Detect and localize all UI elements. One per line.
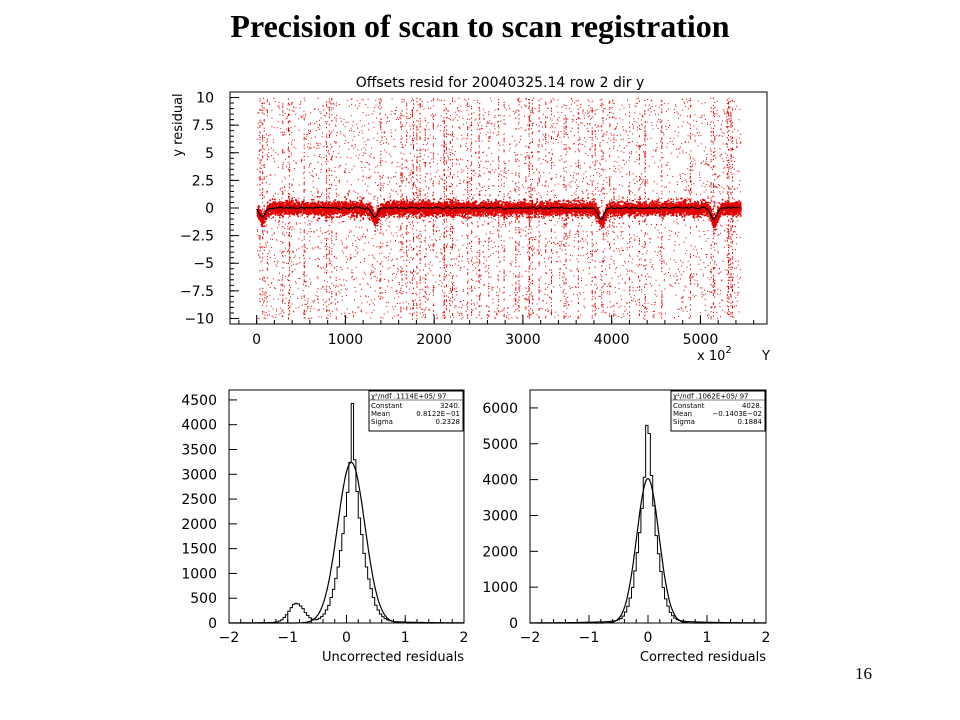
uncorrected-y-tick-label: 4000 [181, 418, 217, 434]
page-number: 16 [855, 664, 872, 683]
scatter-y-tick-label: −5 [193, 256, 214, 272]
uncorrected-x-axis: −2 −1 0 1 2 [219, 615, 469, 646]
slide-title: Precision of scan to scan registration [230, 8, 730, 44]
scatter-profile-line [256, 205, 740, 221]
uncorrected-stats-value: 3240. [440, 402, 460, 410]
scatter-chart-title: Offsets resid for 20040325.14 row 2 dir … [356, 75, 645, 91]
scatter-x-tick-label: 2000 [416, 332, 452, 348]
corrected-histogram: −2 −1 0 1 2 0 1000 2000 3000 4000 5000 6000 Correc… [482, 389, 771, 665]
corrected-stats-value: 4028. [742, 402, 762, 410]
scatter-x-tick-label: 5000 [683, 332, 719, 348]
scatter-x-tick-label: 1000 [328, 332, 364, 348]
scatter-y-axis-label: y residual [171, 93, 186, 156]
uncorrected-stats-value: 0.8122E−01 [416, 410, 460, 418]
scatter-y-tick-label: 5 [205, 146, 214, 162]
uncorrected-y-tick-label: 2500 [181, 492, 217, 508]
scatter-y-tick-label: −7.5 [180, 284, 214, 300]
scatter-x-axis-label: Y [761, 349, 770, 364]
uncorrected-stats-value: 0.2328 [436, 418, 461, 426]
corrected-y-tick-label: 3000 [482, 508, 518, 524]
scatter-y-axis: 10 7.5 5 2.5 0 −2.5 −5 −7.5 −10 [180, 91, 239, 327]
scatter-points [256, 97, 742, 320]
uncorrected-x-tick-label: −1 [277, 630, 298, 646]
uncorrected-y-tick-label: 1000 [181, 566, 217, 582]
uncorrected-stats-chi2: χ²/ndf .1114E+05/ 97 [371, 393, 447, 401]
corrected-y-tick-label: 1000 [482, 580, 518, 596]
corrected-x-tick-label: −1 [579, 630, 600, 646]
scatter-x-tick-label: 4000 [594, 332, 630, 348]
corrected-y-tick-label: 6000 [482, 401, 518, 417]
corrected-x-tick-label: 0 [644, 630, 653, 646]
corrected-x-axis: −2 −1 0 1 2 [520, 615, 771, 646]
uncorrected-x-tick-label: −2 [219, 630, 240, 646]
scatter-point-cloud [256, 97, 742, 320]
uncorrected-y-tick-label: 1500 [181, 542, 217, 558]
uncorrected-gaussian-fit-curve [229, 461, 464, 624]
corrected-stats-value: 0.1884 [738, 418, 763, 426]
uncorrected-y-tick-label: 500 [190, 591, 217, 607]
uncorrected-stats-label: Mean [371, 410, 390, 418]
uncorrected-x-axis-label: Uncorrected residuals [322, 650, 464, 665]
scatter-y-tick-label: 2.5 [192, 173, 214, 189]
uncorrected-y-tick-label: 3000 [181, 467, 217, 483]
corrected-y-axis: 0 1000 2000 3000 4000 5000 6000 [482, 401, 538, 632]
uncorrected-stats-label: Sigma [371, 418, 393, 426]
scatter-x-multiplier-exponent: 2 [725, 345, 731, 356]
scatter-y-tick-label: 7.5 [192, 118, 214, 134]
uncorrected-x-tick-label: 1 [401, 630, 410, 646]
uncorrected-y-tick-label: 4500 [181, 393, 217, 409]
scatter-y-tick-label: −10 [184, 311, 214, 327]
scatter-x-tick-label: 3000 [505, 332, 541, 348]
scatter-x-multiplier-base: x 10 [697, 349, 725, 364]
uncorrected-x-tick-label: 2 [460, 630, 469, 646]
corrected-y-tick-label: 2000 [482, 544, 518, 560]
corrected-y-tick-label: 4000 [482, 473, 518, 489]
corrected-stats-value: −0.1403E−02 [712, 410, 762, 418]
corrected-stats-frame [670, 390, 766, 432]
scatter-chart: Offsets resid for 20040325.14 row 2 dir … [171, 75, 770, 364]
corrected-histogram-step [529, 424, 766, 624]
corrected-y-tick-label: 5000 [482, 437, 518, 453]
corrected-stats-chi2: χ²/ndf .1062E+05/ 97 [673, 393, 749, 401]
uncorrected-y-tick-label: 3500 [181, 442, 217, 458]
corrected-stats-label: Sigma [673, 418, 695, 426]
uncorrected-stats-frame [368, 390, 464, 432]
scatter-y-tick-label: 0 [205, 201, 214, 217]
uncorrected-y-tick-label: 0 [208, 616, 217, 632]
uncorrected-y-axis: 0 500 1000 1500 2000 2500 3000 3500 4000 4500 [181, 393, 237, 632]
corrected-x-tick-label: 1 [703, 630, 712, 646]
corrected-x-axis-label: Corrected residuals [640, 650, 766, 665]
scatter-y-tick-label: 10 [196, 91, 214, 107]
corrected-y-tick-label: 0 [509, 616, 518, 632]
scatter-y-tick-label: −2.5 [180, 229, 214, 245]
uncorrected-y-tick-label: 2000 [181, 517, 217, 533]
corrected-gaussian-fit-curve [530, 477, 766, 624]
uncorrected-x-tick-label: 0 [342, 630, 351, 646]
scatter-x-tick-label: 0 [252, 332, 261, 348]
corrected-stats-label: Mean [673, 410, 692, 418]
scatter-x-multiplier: x 102 [697, 345, 732, 364]
corrected-x-tick-label: −2 [520, 630, 541, 646]
corrected-x-tick-label: 2 [762, 630, 771, 646]
uncorrected-histogram-step [228, 402, 464, 624]
uncorrected-histogram: −2 −1 0 1 2 0 500 1000 1500 2000 2500 3000 3500 4000… [181, 389, 469, 665]
corrected-stats-label: Constant [673, 402, 705, 410]
uncorrected-stats-label: Constant [371, 402, 403, 410]
scatter-x-axis: 0 1000 2000 3000 4000 5000 [238, 315, 755, 348]
